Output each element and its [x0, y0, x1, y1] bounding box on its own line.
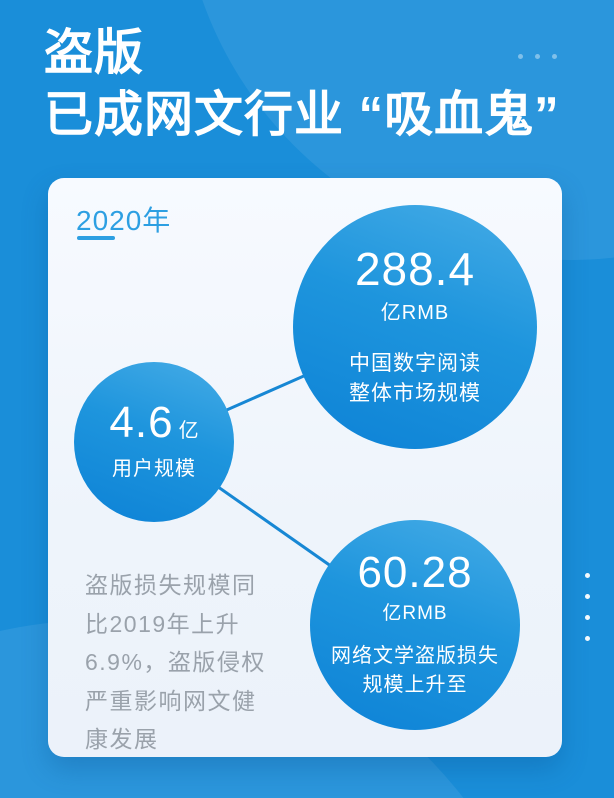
users-value: 4.6 亿 [109, 397, 199, 447]
page-title-line2: 已成网文行业 “吸血鬼” [44, 88, 560, 142]
bubble-market-size: 288.4 亿RMB 中国数字阅读 整体市场规模 [293, 205, 537, 449]
loss-label-line1: 网络文学盗版损失 [331, 645, 499, 668]
year-label: 2020年 [76, 205, 172, 236]
decor-side-dots [585, 573, 590, 641]
users-unit: 亿 [178, 419, 199, 442]
market-label-line2: 整体市场规模 [349, 382, 481, 406]
page-title-line1: 盗版 [44, 26, 145, 80]
loss-label: 网络文学盗版损失 规模上升至 [331, 642, 499, 700]
users-value-number: 4.6 [109, 397, 174, 447]
loss-unit: 亿RMB [382, 603, 448, 625]
bubble-piracy-loss: 60.28 亿RMB 网络文学盗版损失 规模上升至 [310, 520, 520, 730]
market-label-line1: 中国数字阅读 [349, 352, 481, 376]
note-text: 盗版损失规模同比2019年上升6.9%，盗版侵权严重影响网文健康发展 [85, 572, 266, 752]
market-unit: 亿RMB [380, 302, 450, 325]
page-title: 盗版 已成网文行业 “吸血鬼” [44, 22, 584, 146]
bubble-user-scale: 4.6 亿 用户规模 [74, 362, 234, 522]
dot-icon [585, 615, 590, 620]
stats-card: 2020年 288.4 亿RMB 中国数字阅读 整体市场规模 4.6 亿 用户规模… [48, 178, 562, 757]
year-underline [77, 236, 115, 240]
dot-icon [585, 636, 590, 641]
loss-label-line2: 规模上升至 [362, 674, 468, 697]
market-value: 288.4 [354, 242, 476, 295]
dot-icon [585, 594, 590, 599]
dot-icon [552, 54, 557, 59]
dot-icon [518, 54, 523, 59]
dot-icon [585, 573, 590, 578]
loss-value: 60.28 [357, 547, 473, 597]
dot-icon [535, 54, 540, 59]
market-label: 中国数字阅读 整体市场规模 [349, 349, 481, 409]
users-label: 用户规模 [112, 458, 196, 481]
decor-top-dots [518, 54, 557, 59]
